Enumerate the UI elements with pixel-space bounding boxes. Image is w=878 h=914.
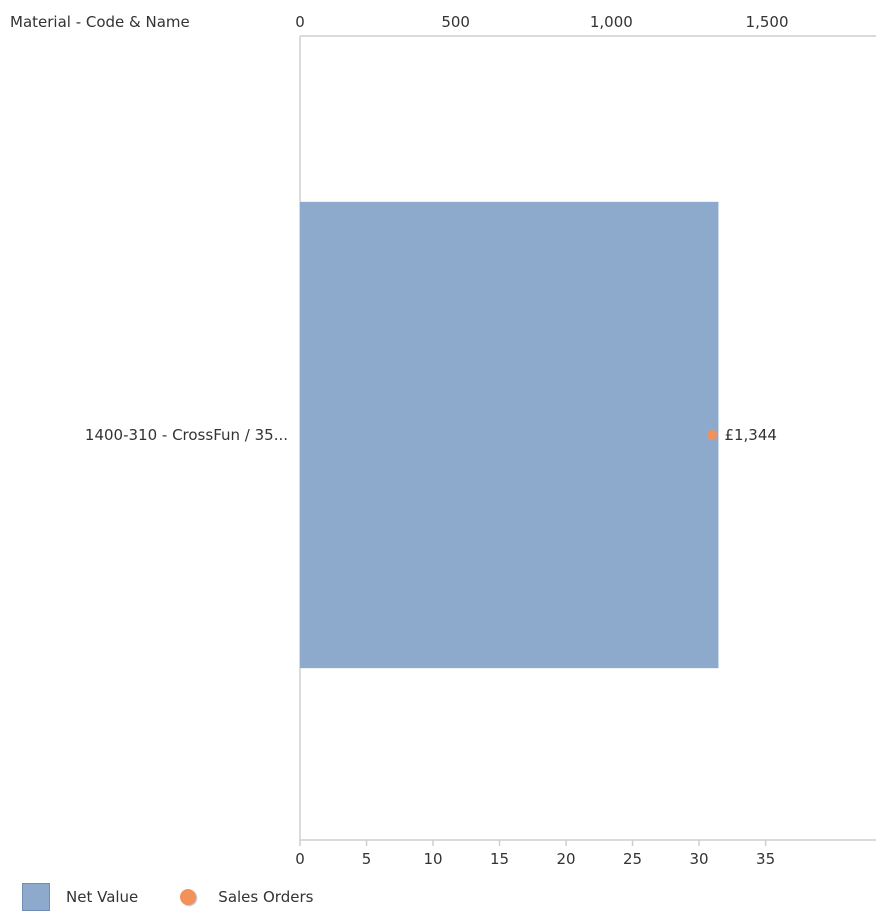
- top-tick-label: 1,000: [590, 13, 633, 31]
- bottom-tick-label: 0: [295, 850, 305, 868]
- legend-label-sales-orders: Sales Orders: [218, 888, 314, 906]
- bottom-axis-ticks: 0 5 10 15 20 25 30 35: [295, 840, 775, 868]
- top-tick-label: 500: [441, 13, 470, 31]
- top-axis-ticks: 0 500 1,000 1,500: [295, 13, 788, 31]
- bar-data-label: £1,344: [724, 426, 777, 444]
- top-tick-label: 1,500: [746, 13, 789, 31]
- net-value-series: £1,344: [300, 201, 777, 669]
- category-label: 1400-310 - CrossFun / 35...: [85, 426, 288, 444]
- bottom-tick-label: 15: [490, 850, 509, 868]
- category-axis-title: Material - Code & Name: [10, 13, 190, 31]
- bottom-tick-label: 30: [690, 850, 709, 868]
- legend: Net Value Sales Orders: [22, 880, 351, 914]
- net-value-swatch: [22, 883, 50, 911]
- category-labels: 1400-310 - CrossFun / 35...: [85, 426, 288, 444]
- top-tick-label: 0: [295, 13, 305, 31]
- net-value-bar[interactable]: [300, 201, 719, 669]
- legend-item-sales-orders[interactable]: Sales Orders: [176, 888, 313, 906]
- legend-label-net-value: Net Value: [66, 888, 139, 906]
- bottom-tick-label: 25: [623, 850, 642, 868]
- bottom-tick-label: 10: [423, 850, 442, 868]
- bottom-tick-label: 20: [557, 850, 576, 868]
- sales-orders-point[interactable]: [707, 430, 718, 440]
- bottom-tick-label: 35: [756, 850, 775, 868]
- bar-chart: 0 500 1,000 1,500 0 5 10 15 20 25 30 35 Material -…: [10, 13, 876, 868]
- sales-orders-swatch: [180, 889, 197, 905]
- sales-orders-series: [707, 430, 718, 440]
- legend-item-net-value[interactable]: Net Value: [22, 883, 138, 911]
- bottom-tick-label: 5: [362, 850, 372, 868]
